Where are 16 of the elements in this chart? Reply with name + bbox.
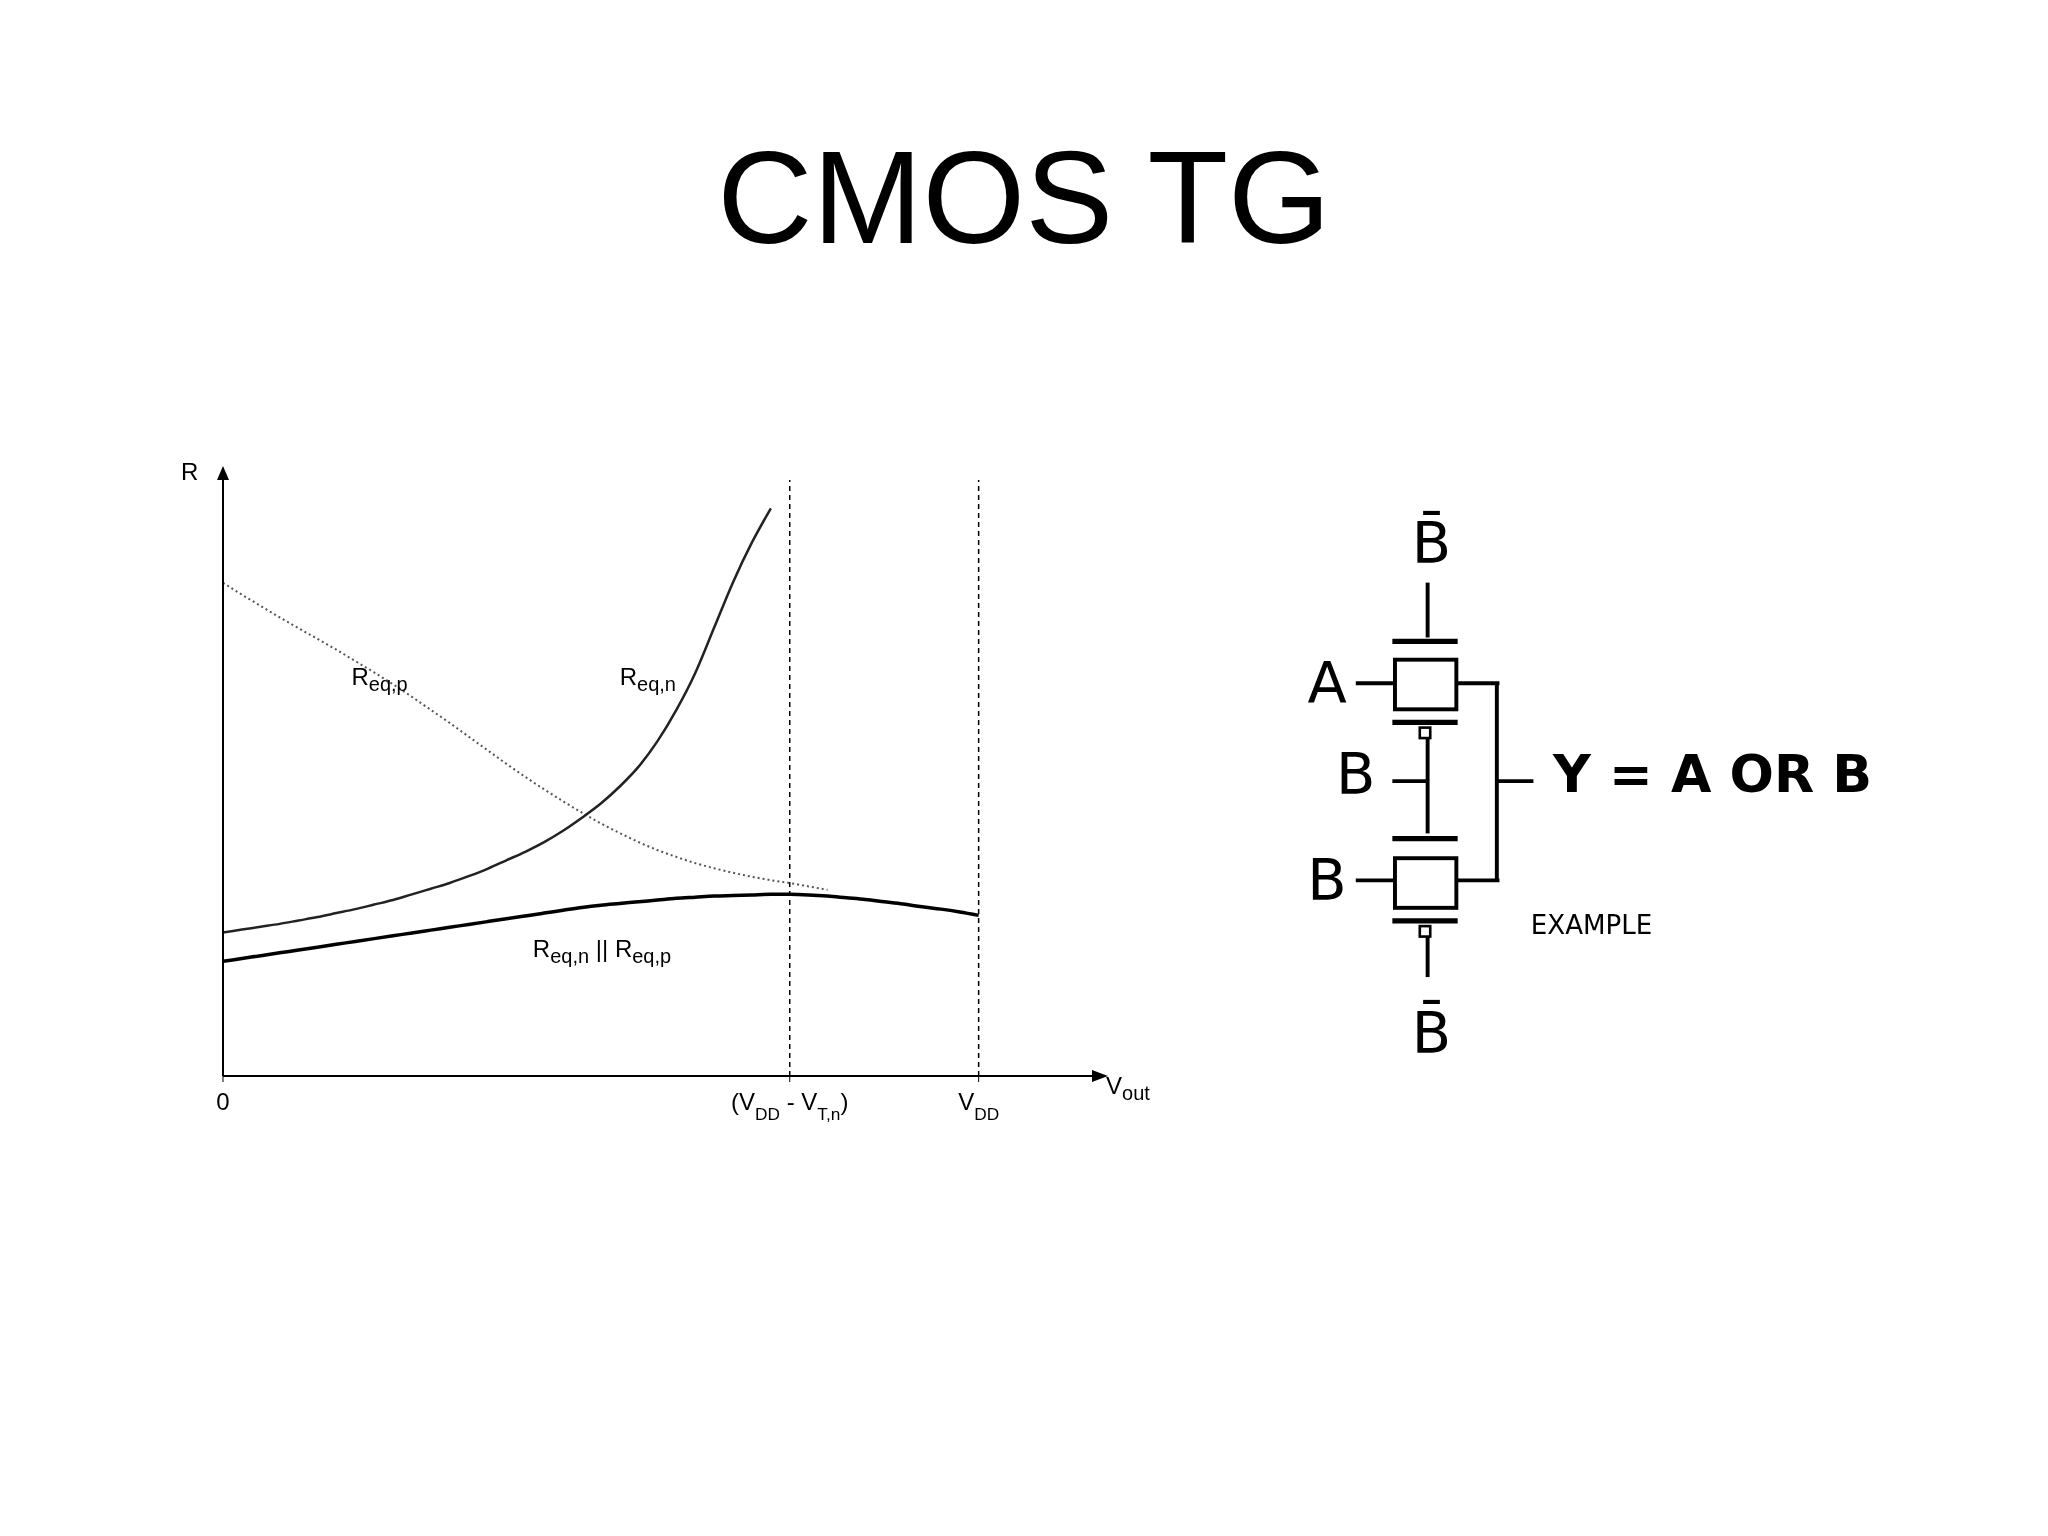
series-label: R$_{eq,p}$	[351, 662, 408, 696]
text: B̄	[1411, 999, 1452, 1067]
series-label: R$_{eq,n}$	[619, 662, 676, 696]
text: A	[1307, 649, 1347, 717]
x-tick-label: V$_{DD}$	[958, 1088, 1000, 1124]
x-tick-label: 0	[216, 1088, 230, 1115]
text: B	[1307, 847, 1347, 914]
x-tick-label: (V$_{DD}$ - V$_{T,n}$)	[731, 1088, 849, 1124]
text: B̄	[1411, 509, 1452, 578]
y-axis-title: R	[181, 458, 199, 486]
text: Y = A OR B	[1552, 743, 1873, 804]
chart-title: CMOS TG	[716, 123, 1332, 273]
series-label: R$_{eq,n}$ || R$_{eq,p}$	[532, 935, 672, 968]
text: EXAMPLE	[1530, 909, 1653, 940]
x-axis-title: V$_{out}$	[1106, 1072, 1150, 1105]
text: B	[1336, 741, 1376, 809]
